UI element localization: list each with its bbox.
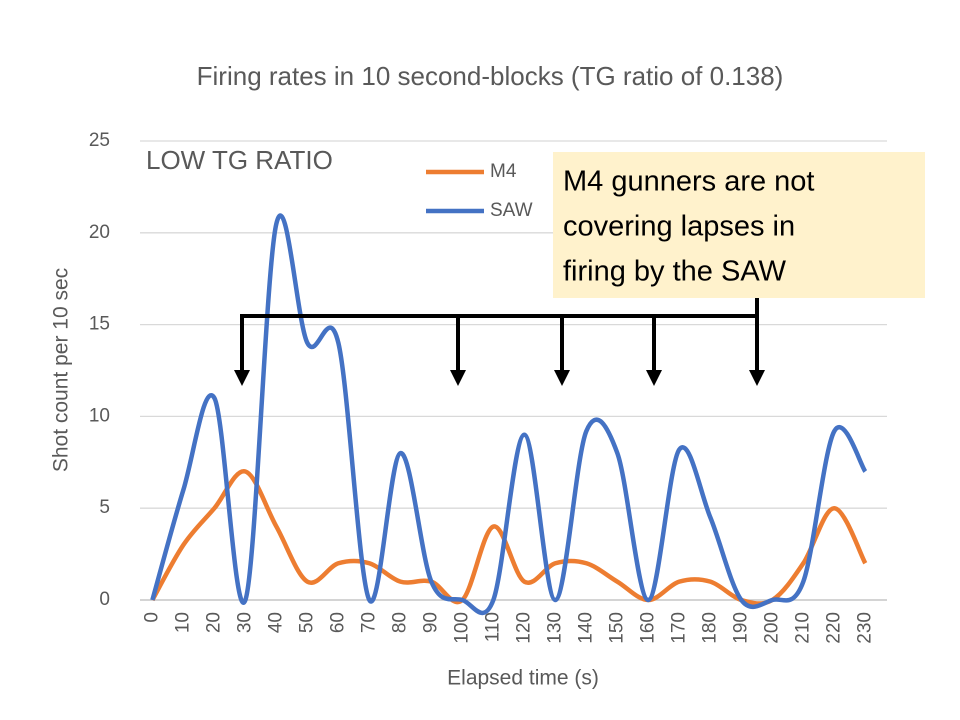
x-tick-label: 160 [637,612,658,644]
callout-text: firing by the SAW [563,256,787,288]
x-tick-label: 120 [513,612,534,644]
plot-area: 0 5 10 15 20 25 0 10 20 30 40 50 60 70 80 90 100 110 120 13… [89,130,887,644]
x-tick-label: 50 [296,612,317,633]
callout-text: covering lapses in [563,211,795,243]
x-tick-label: 150 [606,612,627,644]
x-tick-label: 230 [854,612,875,644]
x-tick-label: 210 [792,612,813,644]
y-tick-label: 10 [89,405,110,426]
x-tick-label: 0 [141,612,162,623]
arrows [234,298,765,386]
y-tick-label: 5 [99,497,110,518]
x-tick-label: 200 [761,612,782,644]
legend-label: M4 [490,161,517,182]
x-tick-label: 70 [358,612,379,633]
x-tick-label: 180 [699,612,720,644]
x-tick-label: 20 [203,612,224,633]
x-axis-label: Elapsed time (s) [447,667,599,690]
arrow-head [749,370,765,386]
y-tick-label: 25 [89,130,110,151]
callout-text: M4 gunners are not [563,166,814,198]
legend-label: SAW [490,200,533,221]
x-tick-label: 170 [668,612,689,644]
x-tick-label: 90 [420,612,441,633]
arrow-head [450,370,466,386]
arrow-head [554,370,570,386]
x-tick-label: 190 [730,612,751,644]
arrow-head [234,370,250,386]
x-tick-label: 110 [482,612,503,642]
x-tick-label: 10 [172,612,193,633]
annotation: LOW TG RATIO [146,145,333,175]
x-tick-label: 40 [265,612,286,633]
x-tick-label: 100 [451,612,472,644]
chart-title: Firing rates in 10 second-blocks (TG rat… [197,61,784,91]
x-tick-label: 30 [234,612,255,633]
x-tick-label: 80 [389,612,410,633]
callout-box [553,152,925,298]
y-axis-label: Shot count per 10 sec [50,268,73,472]
x-tick-label: 130 [544,612,565,644]
x-tick-label: 220 [823,612,844,644]
y-tick-label: 0 [99,589,110,610]
arrow-head [646,370,662,386]
x-tick-label: 140 [575,612,596,644]
series-line [150,213,868,616]
x-tick-label: 60 [327,612,348,633]
y-tick-label: 15 [89,314,110,335]
y-tick-label: 20 [89,222,110,243]
